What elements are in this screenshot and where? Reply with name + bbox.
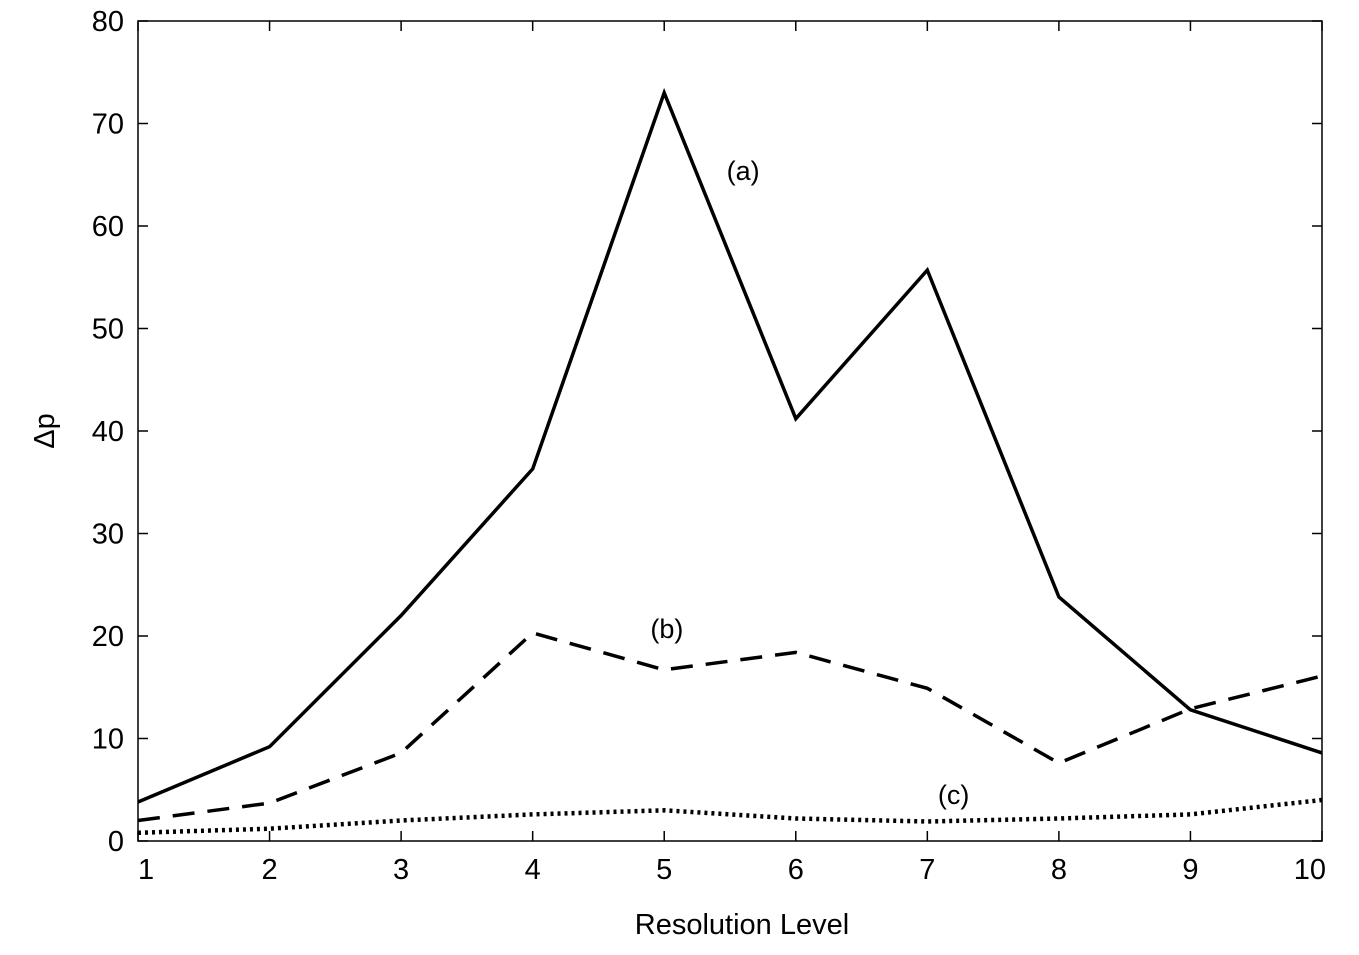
plot-frame (137, 20, 1323, 842)
x-tick-label: 2 (261, 854, 277, 886)
x-tick-label: 4 (525, 854, 541, 886)
annotations: (a) (b) (c) (650, 156, 969, 810)
y-tick-label: 50 (92, 314, 124, 346)
x-axis-title: Resolution Level (635, 909, 849, 941)
series-annotation-a: (a) (727, 156, 760, 186)
series-annotation-c: (c) (938, 780, 969, 810)
y-tick-label: 60 (92, 211, 124, 243)
axes: 1 2 3 4 5 6 7 8 9 10 0 10 20 30 40 50 60 70 80 (92, 6, 1326, 886)
y-tick-label: 70 (92, 109, 124, 141)
y-tick-label: 80 (92, 6, 124, 38)
y-tick-label: 40 (92, 416, 124, 448)
series-line-a (137, 87, 1323, 804)
y-tick-label: 30 (92, 519, 124, 551)
series-line-c (137, 797, 1323, 836)
x-tick-label: 5 (656, 854, 672, 886)
x-tick-label: 8 (1051, 854, 1067, 886)
series-annotation-b: (b) (650, 614, 683, 644)
x-tick-label: 10 (1294, 854, 1326, 886)
x-tick-label: 6 (788, 854, 804, 886)
series-lines (137, 87, 1323, 836)
y-tick-label: 20 (92, 621, 124, 653)
y-axis-title: Δp (29, 413, 61, 449)
x-tick-label: 9 (1182, 854, 1198, 886)
y-tick-label: 10 (92, 724, 124, 756)
x-tick-label: 7 (919, 854, 935, 886)
x-tick-label: 1 (138, 854, 154, 886)
series-line-b (137, 630, 1323, 823)
y-tick-label: 0 (108, 826, 124, 858)
x-tick-label: 3 (393, 854, 409, 886)
